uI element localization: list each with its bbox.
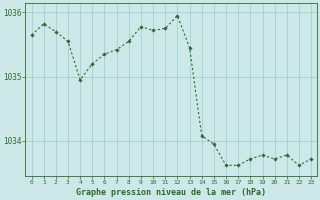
- X-axis label: Graphe pression niveau de la mer (hPa): Graphe pression niveau de la mer (hPa): [76, 188, 266, 197]
